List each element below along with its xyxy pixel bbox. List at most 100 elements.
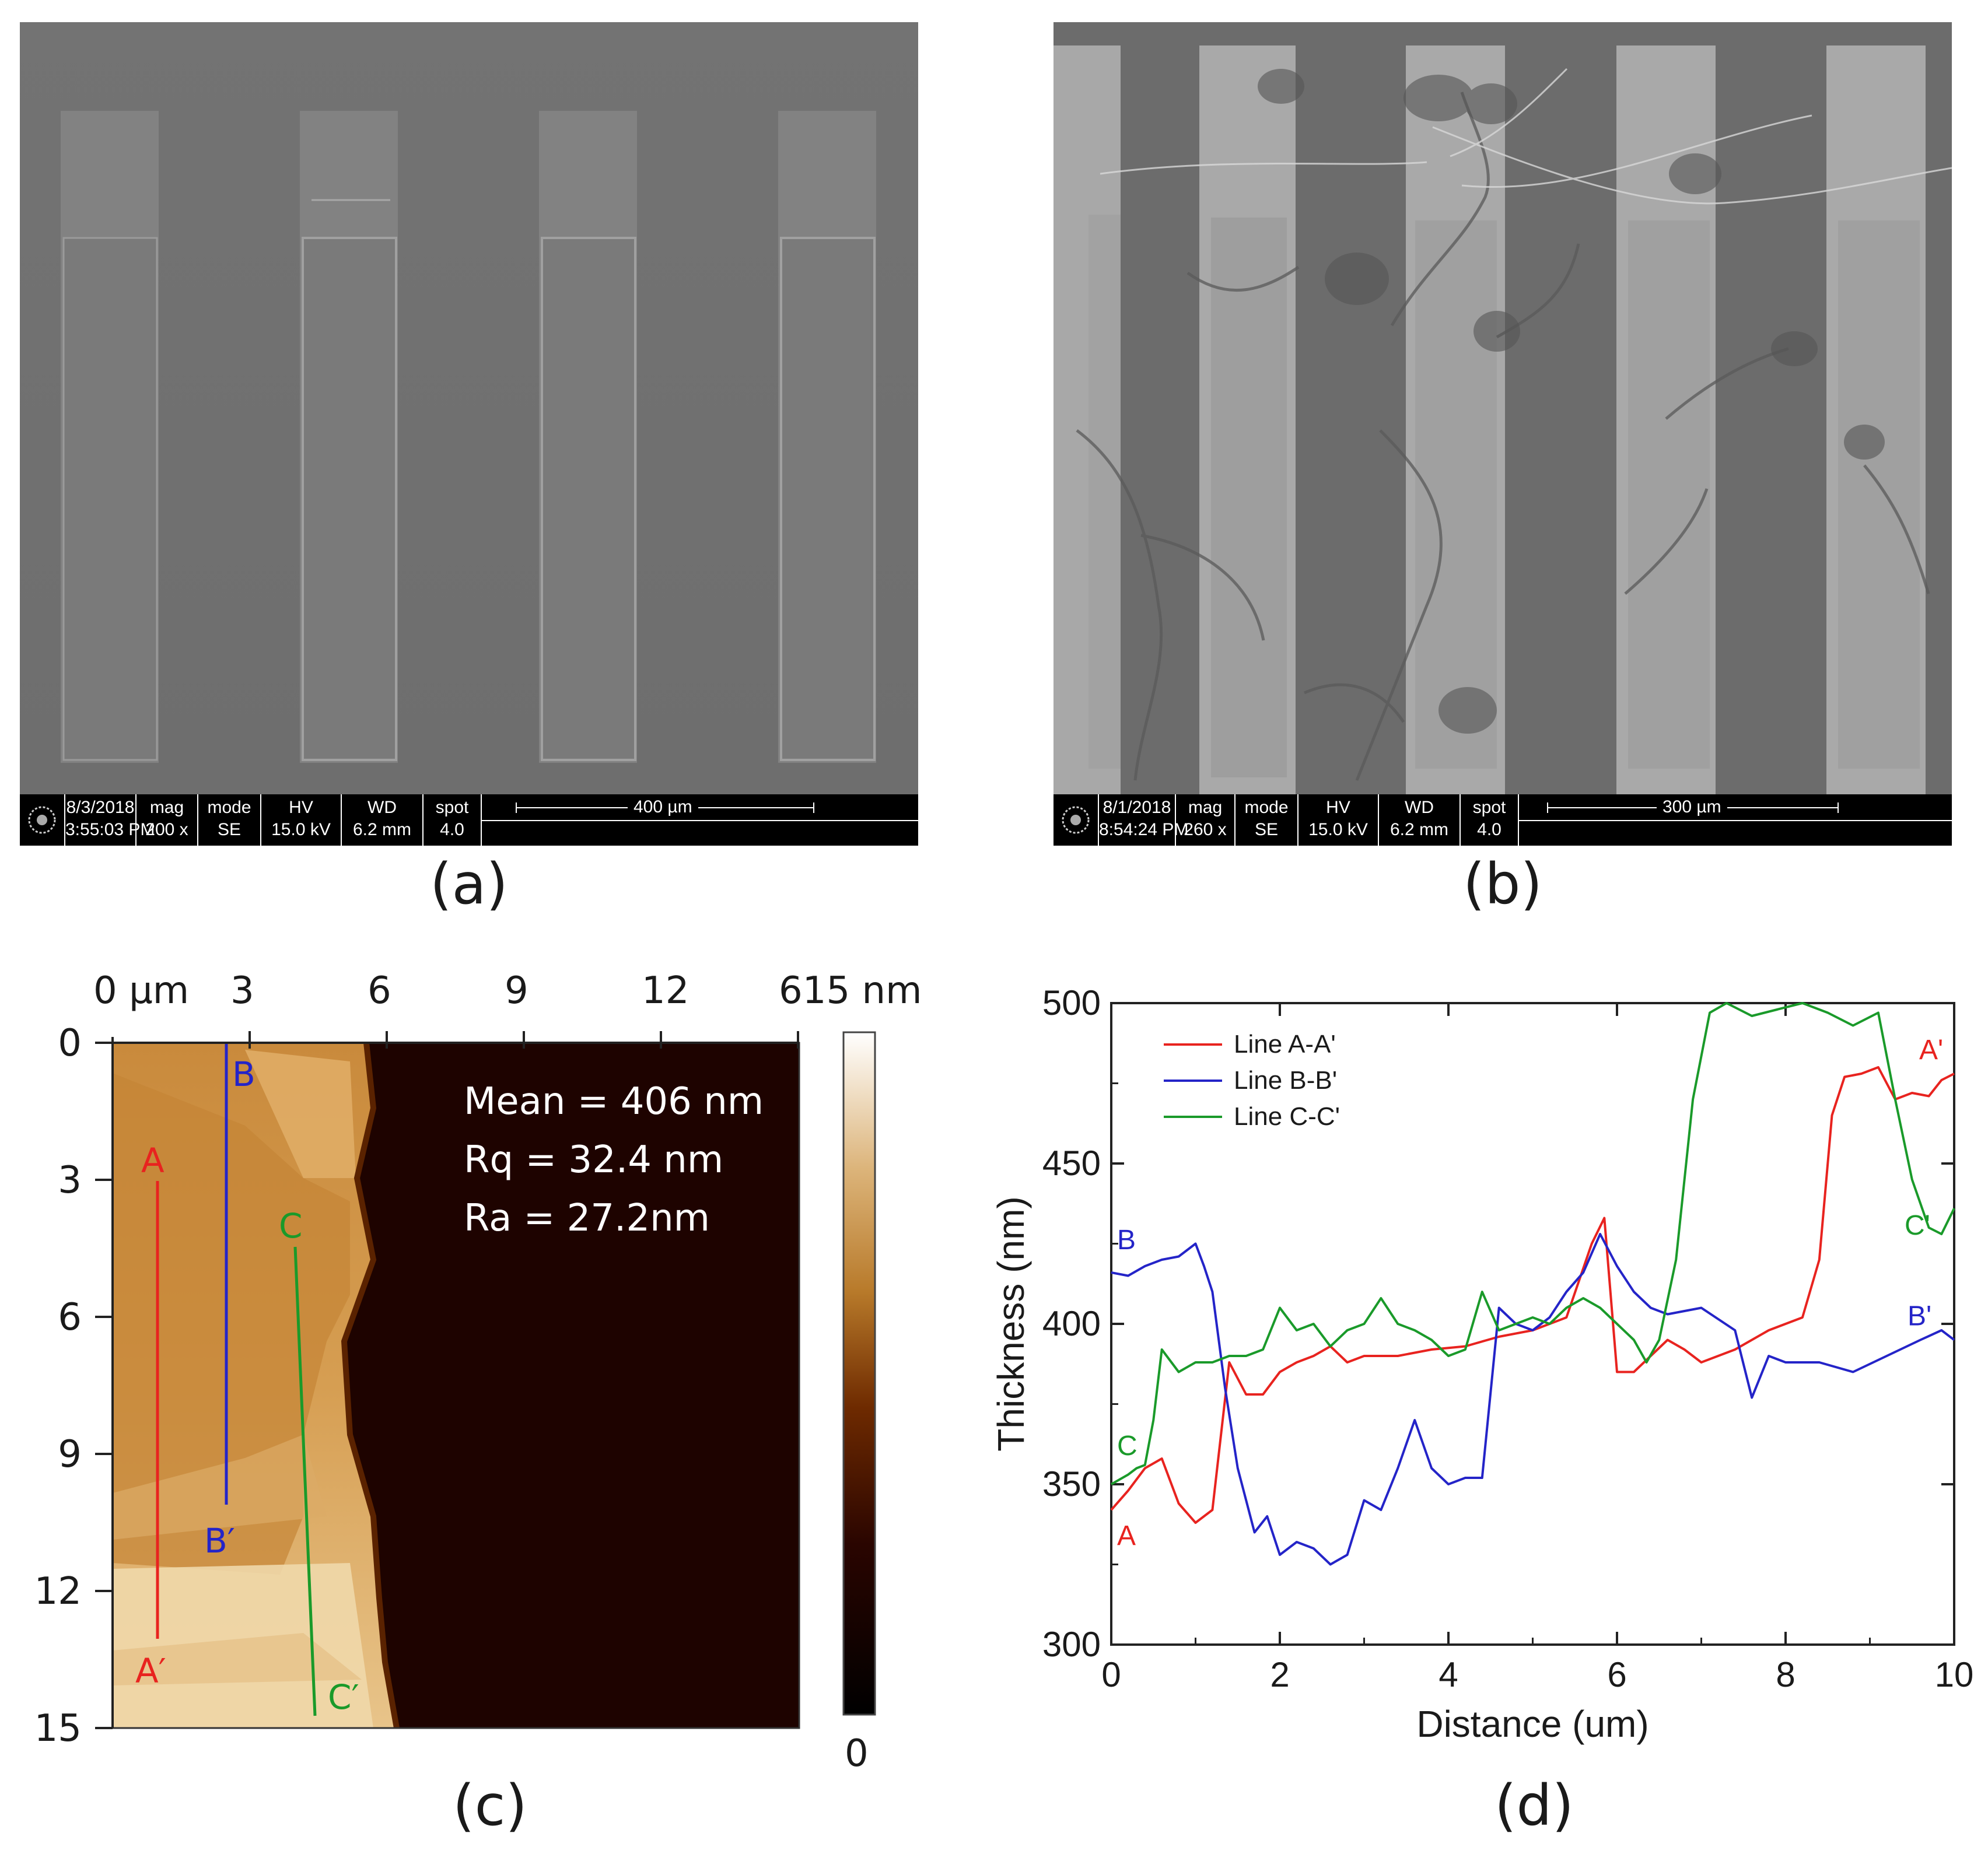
chart-series (1110, 1002, 1955, 1566)
legend-label: Line B-B' (1234, 1066, 1337, 1095)
y-tick-label: 500 (1042, 983, 1101, 1022)
sem-micrograph-b (1054, 22, 1952, 794)
sem-hv-label: HV (289, 798, 313, 817)
sem-spot-label: spot (435, 798, 469, 817)
sem-hv-value: 15.0 kV (271, 820, 331, 839)
plot-border (1110, 1002, 1955, 1646)
x-tick-label: 6 (1607, 1655, 1626, 1694)
sem-mode-label: mode (1244, 798, 1289, 817)
line-c-end-label: C′ (328, 1677, 359, 1717)
panel-label-b: (b) (1463, 851, 1542, 917)
sem-mag-cell: mag 200 x (135, 794, 197, 846)
x-tick-label: 2 (1270, 1655, 1289, 1694)
sem-date: 8/1/2018 (1102, 798, 1171, 817)
afm-y-tick: 6 (58, 1296, 82, 1339)
sem-scale-text: 400 µm (628, 794, 698, 820)
sem-time: 8:54:24 PM (1099, 820, 1189, 839)
sem-image-b: 8/1/2018 8:54:24 PM mag 260 x mode SE HV… (1054, 22, 1952, 846)
sem-micrograph-a (20, 22, 918, 794)
sem-hv-label: HV (1326, 798, 1350, 817)
line-a-start-label: A (141, 1141, 164, 1180)
panel-label-c: (c) (453, 1773, 527, 1838)
sem-time: 3:55:03 PM (65, 820, 155, 839)
x-tick-label: 4 (1438, 1655, 1458, 1694)
afm-y-tick: 12 (34, 1570, 82, 1613)
afm-colorbar: 615 nm 0 (779, 969, 922, 1775)
sem-wd-label: WD (368, 798, 397, 817)
afm-y-tick: 15 (34, 1707, 82, 1750)
panel-label-a: (a) (430, 851, 508, 917)
sem-mag-value: 200 x (145, 820, 188, 839)
series-start-label: A (1117, 1520, 1136, 1551)
y-tick-label: 400 (1042, 1304, 1101, 1343)
afm-stat-mean: Mean = 406 nm (464, 1080, 764, 1123)
series-line-a (1110, 1066, 1955, 1524)
sem-spot-label: spot (1472, 798, 1506, 817)
sem-spot-value: 4.0 (1477, 820, 1502, 839)
sem-date: 8/3/2018 (66, 798, 135, 817)
series-line-c (1111, 1002, 1955, 1485)
sem-mode-cell: mode SE (197, 794, 260, 846)
afm-x-tick: 0 µm (93, 969, 189, 1012)
sem-databar-b: 8/1/2018 8:54:24 PM mag 260 x mode SE HV… (1054, 794, 1952, 846)
series-end-label: B' (1908, 1301, 1931, 1332)
y-axis-label: Thickness (nm) (990, 1196, 1032, 1451)
sem-databar-a: 8/3/2018 3:55:03 PM mag 200 x mode SE HV… (20, 794, 918, 846)
sem-spot-cell: spot 4.0 (1460, 794, 1518, 846)
afm-x-tick: 3 (230, 969, 254, 1012)
chart-frame (1110, 1002, 1955, 1646)
chart-labels: Distance (um) Thickness (nm) A A' B B' C C' (990, 1035, 1943, 1745)
afm-stat-rq: Rq = 32.4 nm (464, 1138, 723, 1182)
x-axis-label: Distance (um) (1416, 1703, 1648, 1745)
afm-y-tick: 0 (58, 1022, 82, 1065)
fei-logo-icon (28, 806, 56, 834)
sem-mag-label: mag (149, 798, 184, 817)
panel-label-d: (d) (1494, 1773, 1574, 1838)
y-tick-label: 300 (1042, 1625, 1101, 1664)
colorbar-max-label: 615 nm (779, 969, 922, 1012)
sem-wd-cell: WD 6.2 mm (1378, 794, 1460, 846)
x-tick-label: 0 (1101, 1655, 1121, 1694)
afm-x-tick: 12 (642, 969, 689, 1012)
sem-mag-label: mag (1188, 798, 1223, 817)
afm-panel: 0 µm 3 6 9 12 0 3 6 9 12 15 615 nm 0 Mea… (34, 969, 922, 1775)
afm-y-tick: 9 (58, 1433, 82, 1476)
sem-mag-cell: mag 260 x (1175, 794, 1234, 846)
sem-hv-cell: HV 15.0 kV (1297, 794, 1378, 846)
sem-mag-value: 260 x (1184, 820, 1227, 839)
y-tick-label: 350 (1042, 1464, 1101, 1503)
series-line-b (1111, 1233, 1955, 1566)
sem-date-cell: 8/1/2018 8:54:24 PM (1098, 794, 1189, 846)
sem-mode-value: SE (217, 820, 242, 839)
sem-mode-label: mode (207, 798, 251, 817)
fei-logo-icon (1062, 806, 1090, 834)
afm-x-tick: 9 (505, 969, 528, 1012)
x-tick-label: 8 (1776, 1655, 1795, 1694)
profile-line-c (293, 1246, 317, 1716)
chart-ticks: 0 2 4 6 8 10 300 350 400 450 500 (1042, 983, 1973, 1694)
thickness-profile-chart: 0 2 4 6 8 10 300 350 400 450 500 Distance (um) Thic… (990, 983, 1973, 1745)
series-end-label: A' (1919, 1035, 1943, 1066)
line-b-start-label: B (232, 1054, 256, 1094)
colorbar-min-label: 0 (845, 1732, 869, 1775)
electrode-stripes-b (1054, 45, 1926, 794)
line-c-start-label: C (279, 1206, 303, 1246)
afm-stat-ra: Ra = 27.2nm (464, 1197, 710, 1240)
sem-scale-text: 300 µm (1657, 794, 1727, 820)
sem-mode-cell: mode SE (1234, 794, 1297, 846)
x-tick-label: 10 (1935, 1655, 1974, 1694)
legend-label: Line A-A' (1234, 1030, 1336, 1059)
sem-image-a: 8/3/2018 3:55:03 PM mag 200 x mode SE HV… (20, 22, 918, 846)
sem-mode-value: SE (1254, 820, 1279, 839)
line-b-end-label: B′ (204, 1521, 235, 1561)
chart-legend: Line A-A' Line B-B' Line C-C' (1164, 1030, 1340, 1131)
series-start-label: C (1117, 1431, 1138, 1462)
series-end-label: C' (1905, 1210, 1930, 1241)
afm-profile-lines (156, 1044, 317, 1716)
sem-wd-cell: WD 6.2 mm (341, 794, 422, 846)
sem-wd-value: 6.2 mm (1390, 820, 1449, 839)
legend-label: Line C-C' (1234, 1102, 1340, 1131)
sem-spot-value: 4.0 (440, 820, 464, 839)
sem-scalebar-a: 400 µm (481, 794, 918, 820)
series-start-label: B (1117, 1225, 1136, 1256)
